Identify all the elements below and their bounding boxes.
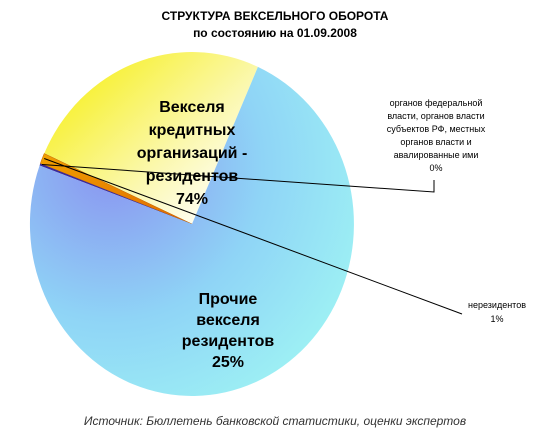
label-other-residents-value: 25% <box>212 354 244 371</box>
label-government-line: власти, органов власти <box>387 111 484 121</box>
chart-subtitle: по состоянию на 01.09.2008 <box>193 26 357 40</box>
source-note: Источник: Бюллетень банковской статистик… <box>83 414 467 428</box>
slice-government <box>39 163 192 224</box>
label-nonresidents-value: 1% <box>490 314 503 324</box>
slice-credit-org-residents <box>29 66 354 396</box>
label-credit-org-residents-line: резидентов <box>146 168 239 185</box>
label-government-line: субъектов РФ, местных <box>387 124 486 134</box>
label-credit-org-residents-value: 74% <box>176 191 208 208</box>
label-credit-org-residents-line: Векселя <box>159 99 225 116</box>
label-other-residents-line: Прочие <box>199 291 258 308</box>
leader-line-government <box>41 164 435 193</box>
label-other-residents-line: векселя <box>196 312 260 329</box>
label-government-line: органов власти и <box>400 137 471 147</box>
leader-line-nonresidents <box>44 158 463 315</box>
label-government-line: органов федеральной <box>390 98 483 108</box>
label-government-value: 0% <box>429 163 442 173</box>
label-credit-org-residents-line: организаций - <box>137 145 248 162</box>
label-government-line: авалированные ими <box>394 150 479 160</box>
slice-other-residents <box>44 52 258 225</box>
chart-title: СТРУКТУРА ВЕКСЕЛЬНОГО ОБОРОТА <box>161 9 389 23</box>
label-credit-org-residents-line: кредитных <box>149 122 236 139</box>
label-other-residents-line: резидентов <box>182 333 275 350</box>
label-nonresidents: нерезидентов <box>468 300 526 310</box>
pie-chart: Векселя кредитных организаций - резидентов 7… <box>29 52 526 396</box>
